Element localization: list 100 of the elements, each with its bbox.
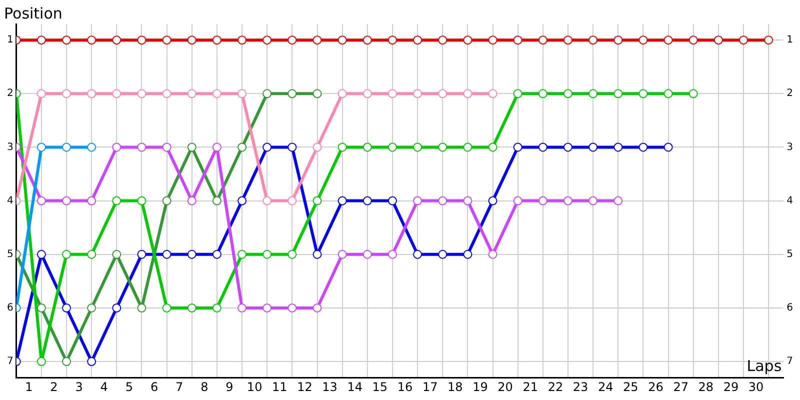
point [588, 196, 598, 206]
point [288, 303, 297, 312]
point [463, 250, 472, 259]
y-tick-label: 7 [6, 356, 14, 368]
point [638, 36, 648, 45]
point [137, 36, 146, 45]
x-tick-label: 3 [75, 380, 83, 394]
x-tick-label: 4 [100, 380, 108, 394]
point [362, 142, 372, 152]
point [463, 196, 472, 206]
point [588, 89, 598, 98]
point [538, 36, 548, 45]
x-tick-label: 2 [50, 380, 58, 394]
point [62, 36, 72, 45]
y2-tick-label: 4 [786, 195, 794, 206]
point [212, 36, 222, 45]
x-tick-label: 22 [548, 380, 564, 394]
point [413, 196, 422, 206]
point [36, 142, 46, 152]
point [513, 89, 522, 98]
point [187, 196, 196, 206]
point [36, 36, 46, 45]
point [262, 142, 272, 152]
x-tick-label: 26 [648, 380, 664, 394]
point [488, 36, 498, 45]
point [463, 36, 472, 45]
x-tick-label: 14 [347, 380, 363, 394]
point [488, 89, 498, 98]
point [413, 250, 422, 259]
point [36, 303, 46, 312]
point [162, 196, 172, 206]
point [438, 36, 448, 45]
point [162, 142, 172, 152]
y-tick-label: 3 [6, 142, 14, 153]
point [87, 89, 96, 98]
point [388, 250, 397, 259]
x-tick-label: 20 [498, 380, 513, 394]
point [438, 142, 448, 152]
point [112, 303, 122, 312]
point [564, 142, 572, 152]
point [614, 89, 623, 98]
point [137, 142, 146, 152]
point [312, 89, 322, 98]
point [488, 196, 498, 206]
point [362, 196, 372, 206]
point [212, 303, 222, 312]
point [87, 250, 96, 259]
point [488, 142, 498, 152]
point [162, 89, 172, 98]
point [312, 36, 322, 45]
point [238, 303, 247, 312]
point [638, 142, 648, 152]
x-tick-label: 12 [297, 380, 312, 394]
point [62, 89, 72, 98]
point [187, 250, 196, 259]
point [137, 196, 146, 206]
point [238, 89, 247, 98]
point [538, 89, 548, 98]
x-tick-label: 29 [723, 380, 739, 394]
point [388, 142, 397, 152]
point [288, 142, 297, 152]
point [112, 250, 122, 259]
point [588, 142, 598, 152]
point [288, 196, 297, 206]
point [212, 89, 222, 98]
x-tick-label: 8 [200, 380, 208, 394]
y-tick-label: 4 [6, 195, 14, 206]
point [388, 196, 397, 206]
point [288, 36, 297, 45]
x-tick-label: 15 [372, 380, 388, 394]
x-tick-label: 23 [572, 380, 588, 394]
x-tick-label: 19 [472, 380, 488, 394]
point [388, 89, 397, 98]
point [87, 303, 96, 312]
point [262, 89, 272, 98]
x-tick-label: 18 [448, 380, 463, 394]
x-tick-label: 5 [125, 380, 134, 394]
point [36, 357, 46, 366]
point [87, 36, 96, 45]
point [614, 36, 623, 45]
point [312, 142, 322, 152]
point [564, 89, 572, 98]
point [137, 89, 146, 98]
point [288, 250, 297, 259]
point [212, 250, 222, 259]
y-axis-title: Position [4, 4, 62, 22]
x-tick-label: 13 [322, 380, 338, 394]
point [513, 36, 522, 45]
point [238, 36, 247, 45]
x-tick-label: 27 [673, 380, 688, 394]
point [338, 250, 347, 259]
x-tick-label: 24 [598, 380, 614, 394]
point [538, 196, 548, 206]
point [463, 142, 472, 152]
point [162, 250, 172, 259]
y-tick-label: 6 [6, 302, 14, 314]
x-tick-label: 10 [246, 380, 262, 394]
point [338, 142, 347, 152]
point [488, 250, 498, 259]
point [36, 89, 46, 98]
